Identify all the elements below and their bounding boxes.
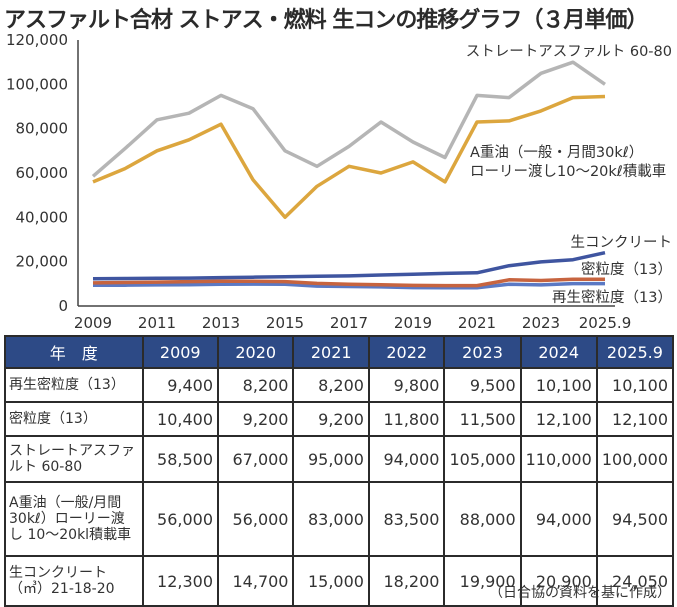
table-cell: 105,000 bbox=[443, 435, 522, 483]
header-cell: 2021 bbox=[292, 335, 370, 369]
table-cell: 10,400 bbox=[141, 401, 220, 437]
table-cell: 9,200 bbox=[216, 401, 295, 437]
row-label: A重油（一般/月間30kℓ）ローリー渡し 10〜20kl積載車 bbox=[4, 481, 144, 557]
y-tick-label: 60,000 bbox=[16, 164, 69, 182]
table-cell: 56,000 bbox=[216, 481, 295, 557]
table-cell: 100,000 bbox=[595, 435, 675, 483]
table-row: 生コンクリート（㎥）21-18-20 12,300 14,700 15,000 … bbox=[4, 555, 675, 607]
table-header-row: 年 度 2009 2020 2021 2022 2023 2024 2025.9 bbox=[4, 335, 675, 369]
table-cell: 9,800 bbox=[367, 367, 446, 403]
table-cell: 9,400 bbox=[141, 367, 220, 403]
chart-title: アスファルト合材 ストアス・燃料 生コンの推移グラフ（３月単価） bbox=[4, 8, 648, 33]
table-cell: 8,200 bbox=[216, 367, 295, 403]
series-line bbox=[93, 281, 605, 290]
table-cell: 24,050 bbox=[595, 555, 675, 607]
table-cell: 94,000 bbox=[367, 435, 446, 483]
x-tick-label: 2013 bbox=[202, 314, 240, 332]
table-cell: 88,000 bbox=[443, 481, 522, 557]
y-tick-label: 40,000 bbox=[16, 208, 69, 226]
table-cell: 10,100 bbox=[519, 367, 598, 403]
table-cell: 10,100 bbox=[595, 367, 675, 403]
row-label: ストレートアスファルト 60-80 bbox=[4, 435, 144, 483]
table-row: 密粒度（13） 10,400 9,200 9,200 11,800 11,500… bbox=[4, 401, 675, 437]
table-cell: 20,900 bbox=[519, 555, 598, 607]
x-tick-label: 2017 bbox=[330, 314, 368, 332]
table-cell: 56,000 bbox=[141, 481, 220, 557]
axes bbox=[77, 40, 615, 307]
y-tick-label: 80,000 bbox=[16, 120, 69, 138]
x-tick-label: 2025.9 bbox=[579, 314, 632, 332]
series-lines bbox=[91, 60, 606, 290]
data-table: 年 度 2009 2020 2021 2022 2023 2024 2025.9… bbox=[4, 335, 675, 607]
table-cell: 15,000 bbox=[292, 555, 370, 607]
series-label: 密粒度（13） bbox=[581, 261, 672, 278]
table-cell: 95,000 bbox=[292, 435, 370, 483]
series-line bbox=[92, 250, 606, 281]
y-tick-label: 100,000 bbox=[6, 75, 68, 93]
table-cell: 9,200 bbox=[292, 401, 370, 437]
x-tick-label: 2009 bbox=[74, 314, 112, 332]
header-cell: 2020 bbox=[216, 335, 295, 369]
table-row: A重油（一般/月間30kℓ）ローリー渡し 10〜20kl積載車 56,000 5… bbox=[4, 481, 675, 557]
series-line bbox=[92, 94, 606, 220]
line-chart: 0 20,000 40,000 60,000 80,000 100,000 120,000 2… bbox=[6, 31, 672, 332]
table-cell: 12,100 bbox=[595, 401, 675, 437]
table-cell: 83,500 bbox=[367, 481, 446, 557]
y-tick-label: 0 bbox=[58, 297, 68, 315]
x-tick-label: 2011 bbox=[138, 314, 176, 332]
table-cell: 8,200 bbox=[292, 367, 370, 403]
series-label: ローリー渡し10〜20kℓ積載車 bbox=[470, 163, 666, 180]
table-cell: 110,000 bbox=[519, 435, 598, 483]
header-cell: 2024 bbox=[519, 335, 598, 369]
header-cell: 2025.9 bbox=[595, 335, 675, 369]
row-label: 密粒度（13） bbox=[4, 401, 144, 437]
header-cell: 2022 bbox=[367, 335, 446, 369]
x-tick-label: 2015 bbox=[266, 314, 304, 332]
table-cell: 18,200 bbox=[367, 555, 446, 607]
table-row: 再生密粒度（13） 9,400 8,200 8,200 9,800 9,500 … bbox=[4, 367, 675, 403]
row-label: 生コンクリート（㎥）21-18-20 bbox=[4, 555, 144, 607]
table-cell: 94,000 bbox=[519, 481, 598, 557]
source-note: （日合協の資料を基に作成） bbox=[489, 585, 671, 601]
series-label: A重油（一般・月間30kℓ） bbox=[470, 144, 643, 161]
tick-labels: 0 20,000 40,000 60,000 80,000 100,000 120,000 2… bbox=[6, 31, 631, 332]
table-cell: 83,000 bbox=[292, 481, 370, 557]
series-labels: ストレートアスファルト 60-80 A重油（一般・月間30kℓ） ローリー渡し10〜… bbox=[466, 44, 672, 306]
table-cell: 12,300 bbox=[141, 555, 220, 607]
series-label: 生コンクリート bbox=[571, 234, 673, 251]
table-cell: 19,900 bbox=[443, 555, 522, 607]
header-cell: 年 度 bbox=[4, 335, 144, 369]
header-cell: 2009 bbox=[141, 335, 220, 369]
table-cell: 94,500 bbox=[595, 481, 675, 557]
series-line bbox=[92, 277, 605, 288]
table-cell: 67,000 bbox=[216, 435, 295, 483]
y-tick-label: 20,000 bbox=[16, 253, 69, 271]
series-label: ストレートアスファルト 60-80 bbox=[466, 44, 672, 60]
table-cell: 12,100 bbox=[519, 401, 598, 437]
table-cell: 58,500 bbox=[141, 435, 220, 483]
table-cell: 14,700 bbox=[216, 555, 295, 607]
table-cell: 9,500 bbox=[443, 367, 522, 403]
y-tick-label: 120,000 bbox=[6, 31, 68, 49]
x-tick-label: 2019 bbox=[394, 314, 432, 332]
table-cell: 11,800 bbox=[367, 401, 446, 437]
x-tick-label: 2023 bbox=[522, 314, 560, 332]
series-line bbox=[91, 60, 606, 178]
header-cell: 2023 bbox=[443, 335, 522, 369]
table-row: ストレートアスファルト 60-80 58,500 67,000 95,000 9… bbox=[4, 435, 675, 483]
x-tick-label: 2021 bbox=[458, 314, 496, 332]
row-label: 再生密粒度（13） bbox=[4, 367, 144, 403]
table-cell: 11,500 bbox=[443, 401, 522, 437]
series-label: 再生密粒度（13） bbox=[552, 289, 672, 306]
